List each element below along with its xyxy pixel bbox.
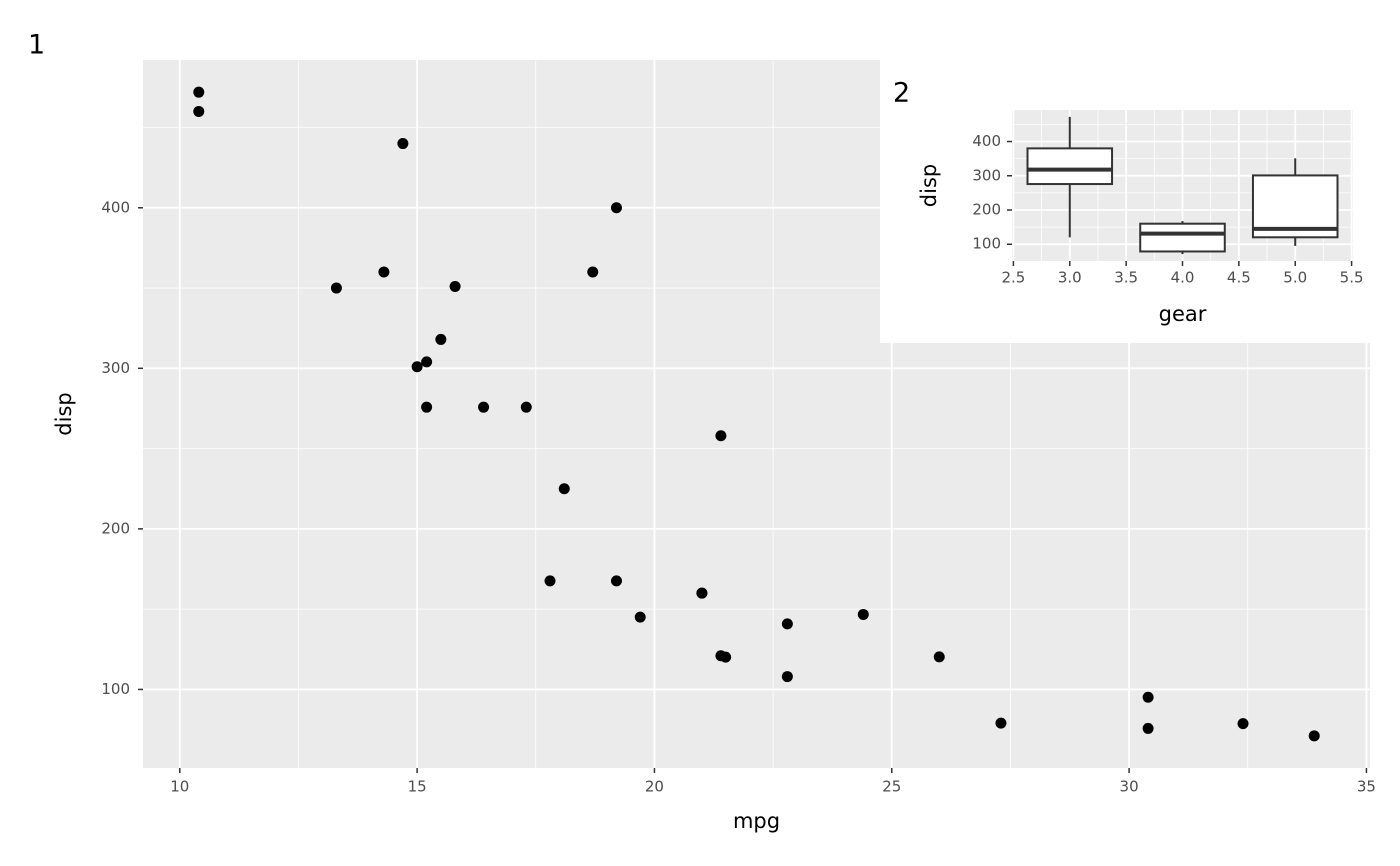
x-tick-label: 3.0 <box>1058 269 1082 287</box>
y-axis-title: disp <box>52 392 76 435</box>
x-tick-label: 4.0 <box>1171 269 1195 287</box>
point <box>781 671 793 683</box>
x-tick-label: 2.5 <box>1001 269 1025 287</box>
point <box>193 86 205 98</box>
point <box>411 361 423 373</box>
point <box>933 651 945 663</box>
point <box>421 401 433 413</box>
point <box>558 483 570 495</box>
x-axis-title: mpg <box>733 809 780 833</box>
y-tick-label: 300 <box>101 359 130 377</box>
point <box>520 401 532 413</box>
point <box>587 266 599 278</box>
y-tick-label: 400 <box>101 198 130 216</box>
y-axis-title: disp <box>917 164 941 207</box>
point <box>857 608 869 620</box>
y-tick-label: 400 <box>972 132 1001 150</box>
y-tick-label: 200 <box>972 200 1001 218</box>
point <box>378 266 390 278</box>
box <box>1026 147 1114 186</box>
y-tick-label: 300 <box>972 166 1001 184</box>
x-tick-label: 3.5 <box>1114 269 1138 287</box>
x-tick-label: 30 <box>1120 778 1139 796</box>
x-tick-label: 5.0 <box>1283 269 1307 287</box>
panel-tag: 2 <box>893 78 910 109</box>
point <box>397 138 409 150</box>
x-tick-label: 4.5 <box>1227 269 1251 287</box>
point <box>478 401 490 413</box>
x-tick-label: 10 <box>170 778 189 796</box>
point <box>634 611 646 623</box>
point <box>1237 718 1249 730</box>
point <box>781 618 793 630</box>
point <box>1308 730 1320 742</box>
point <box>696 587 708 599</box>
point <box>1142 722 1154 734</box>
point <box>1142 691 1154 703</box>
y-tick-label: 200 <box>101 519 130 537</box>
point <box>610 202 622 214</box>
panel-tag: 1 <box>28 30 45 61</box>
point <box>421 356 433 368</box>
x-tick-label: 25 <box>882 778 901 796</box>
point <box>715 650 727 662</box>
point <box>435 333 447 345</box>
point <box>995 717 1007 729</box>
x-axis-title: gear <box>1159 302 1207 326</box>
y-tick-label: 100 <box>972 235 1001 253</box>
point <box>715 430 727 442</box>
point <box>610 575 622 587</box>
x-tick-label: 5.5 <box>1340 269 1364 287</box>
x-tick-label: 20 <box>645 778 664 796</box>
x-tick-label: 15 <box>408 778 427 796</box>
y-tick-label: 100 <box>101 680 130 698</box>
point <box>449 280 461 292</box>
point <box>193 105 205 117</box>
point <box>330 282 342 294</box>
point <box>544 575 556 587</box>
x-tick-label: 35 <box>1357 778 1376 796</box>
box <box>1139 222 1226 253</box>
